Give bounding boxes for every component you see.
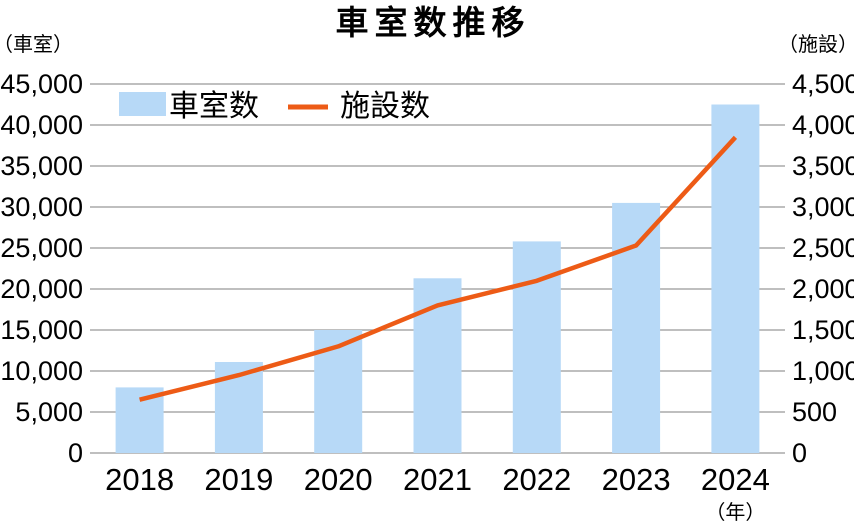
svg-text:35,000: 35,000: [0, 151, 83, 181]
svg-text:20,000: 20,000: [0, 274, 83, 304]
svg-text:2020: 2020: [304, 462, 373, 497]
svg-text:500: 500: [792, 397, 837, 427]
svg-text:車室数: 車室数: [169, 90, 259, 123]
svg-text:施設数: 施設数: [340, 90, 430, 123]
svg-text:2019: 2019: [204, 462, 273, 497]
svg-text:（施設）: （施設）: [778, 33, 854, 56]
svg-text:1,500: 1,500: [792, 315, 854, 345]
svg-text:25,000: 25,000: [0, 233, 83, 263]
svg-text:2021: 2021: [403, 462, 472, 497]
svg-text:2023: 2023: [602, 462, 671, 497]
svg-text:4,000: 4,000: [792, 110, 854, 140]
svg-text:（年）: （年）: [705, 501, 765, 524]
svg-text:（車室）: （車室）: [0, 33, 73, 56]
svg-text:4,500: 4,500: [792, 69, 854, 99]
svg-text:15,000: 15,000: [0, 315, 83, 345]
svg-text:2,500: 2,500: [792, 233, 854, 263]
svg-text:3,500: 3,500: [792, 151, 854, 181]
svg-text:2022: 2022: [502, 462, 571, 497]
svg-text:10,000: 10,000: [0, 356, 83, 386]
svg-text:40,000: 40,000: [0, 110, 83, 140]
svg-text:45,000: 45,000: [0, 69, 83, 99]
svg-text:30,000: 30,000: [0, 192, 83, 222]
svg-text:1,000: 1,000: [792, 356, 854, 386]
svg-text:5,000: 5,000: [15, 397, 83, 427]
svg-text:3,000: 3,000: [792, 192, 854, 222]
svg-text:2018: 2018: [105, 462, 174, 497]
svg-text:0: 0: [68, 438, 83, 468]
svg-text:2024: 2024: [701, 462, 770, 497]
svg-text:2,000: 2,000: [792, 274, 854, 304]
svg-text:0: 0: [792, 438, 807, 468]
